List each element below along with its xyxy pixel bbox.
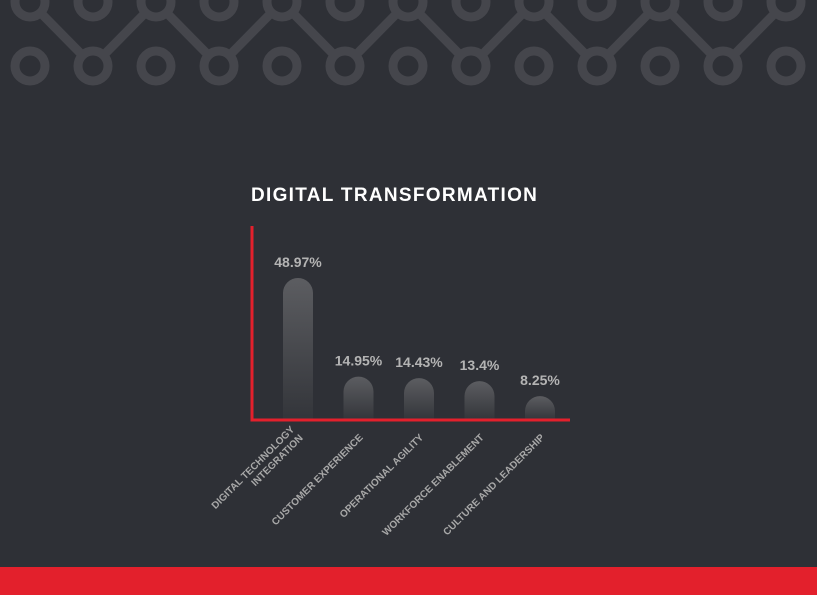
value-label-2: 14.43%: [395, 354, 443, 370]
value-label-4: 8.25%: [520, 372, 560, 388]
chart-title: DIGITAL TRANSFORMATION: [251, 185, 539, 206]
category-label-3: WORKFORCE ENABLEMENT: [381, 432, 487, 538]
bar-2: [404, 378, 434, 420]
bar-0: [283, 278, 313, 420]
bar-4: [525, 396, 555, 420]
value-label-0: 48.97%: [274, 254, 322, 270]
bar-chart: 48.97%DIGITAL TECHNOLOGYINTEGRATION14.95…: [210, 226, 570, 538]
value-label-3: 13.4%: [460, 357, 500, 373]
circuit-pattern-decoration: [10, 0, 806, 86]
bar-3: [464, 381, 495, 420]
bar-1: [343, 376, 374, 420]
value-label-1: 14.95%: [335, 353, 383, 369]
bottom-accent-bar: [0, 567, 817, 595]
category-label-4: CULTURE AND LEADERSHIP: [442, 432, 548, 538]
